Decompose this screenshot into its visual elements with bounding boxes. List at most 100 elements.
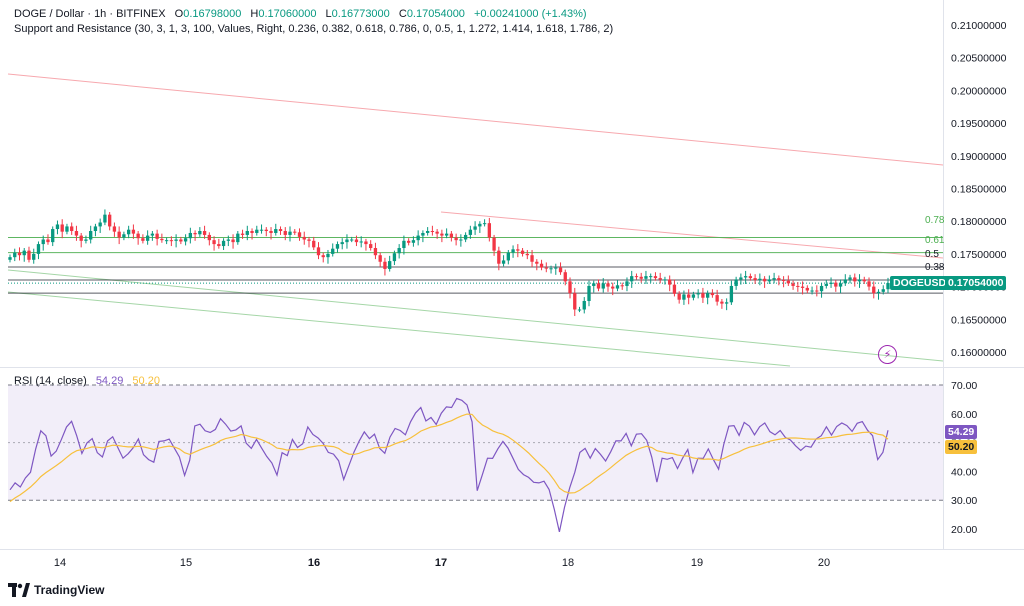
candle-body <box>634 276 639 278</box>
candle-body <box>245 231 249 235</box>
candle-body <box>459 239 463 241</box>
candle-body <box>482 223 487 225</box>
candle-body <box>122 234 126 238</box>
candle-body <box>164 240 169 242</box>
candle-body <box>274 229 278 233</box>
rsi-legend[interactable]: RSI (14, close) 54.29 50.20 <box>14 375 160 387</box>
price-tick-label: 0.18000000 <box>951 216 1007 228</box>
candle-body <box>786 280 790 284</box>
candle-body <box>520 250 525 254</box>
candle-body <box>321 255 325 258</box>
candle-body <box>335 244 340 249</box>
candle-body <box>720 301 724 304</box>
candle-body <box>649 276 653 278</box>
rsi-tick-label: 70.00 <box>951 380 977 392</box>
fib-label-078: 0.78 <box>925 215 945 226</box>
candle-body <box>231 239 235 243</box>
candle-body <box>625 281 629 286</box>
candle-body <box>758 278 762 281</box>
candle-body <box>378 255 382 262</box>
candle-body <box>145 235 150 241</box>
candle-body <box>691 294 696 298</box>
candle-body <box>639 276 643 279</box>
indicator-legend[interactable]: Support and Resistance (30, 3, 1, 3, 100… <box>14 23 614 35</box>
candle-body <box>687 294 691 298</box>
trend-line-green-upper <box>7 269 944 362</box>
candle-body <box>350 239 354 241</box>
candle-body <box>383 261 387 269</box>
candle-body <box>805 287 809 291</box>
candle-body <box>881 289 885 292</box>
trend-line-green-lower <box>7 291 791 367</box>
symbol-title[interactable]: DOGE / Dollar · 1h · BITFINEX <box>14 8 166 20</box>
candle-body <box>587 285 591 301</box>
candle-body <box>705 293 710 298</box>
candle-body <box>169 240 174 242</box>
candle-body <box>193 232 197 235</box>
candle-body <box>117 231 121 238</box>
candle-body <box>748 276 753 279</box>
candle-body <box>183 238 188 242</box>
price-tick-label: 0.21000000 <box>951 20 1007 32</box>
candle-body <box>463 234 468 240</box>
candle-body <box>487 223 492 238</box>
candle-body <box>596 283 601 289</box>
candle-body <box>843 279 847 284</box>
candle-body <box>701 293 705 298</box>
candle-body <box>198 231 202 235</box>
candle-body <box>74 231 79 236</box>
candle-body <box>369 244 373 249</box>
candle-body <box>79 235 83 241</box>
candle-body <box>724 302 729 304</box>
candle-body <box>278 229 283 232</box>
candle-body <box>36 244 41 254</box>
candle-body <box>767 279 772 282</box>
candle-body <box>682 294 686 300</box>
candle-body <box>444 233 449 236</box>
candle-body <box>65 226 69 232</box>
candle-body <box>729 285 734 303</box>
candle-body <box>715 295 719 302</box>
candle-body <box>857 279 862 282</box>
candle-body <box>8 257 12 260</box>
lightning-icon[interactable]: ⚡ <box>878 345 897 364</box>
time-tick-label: 17 <box>435 557 447 569</box>
candle-body <box>653 276 658 279</box>
candle-body <box>615 285 620 289</box>
rsi-tick-label: 30.00 <box>951 495 977 507</box>
price-tick-label: 0.17500000 <box>951 249 1007 261</box>
open-label: O <box>174 8 184 20</box>
candle-body <box>506 252 510 261</box>
candle-body <box>563 272 567 282</box>
candle-body <box>392 253 397 262</box>
candle-body <box>411 240 416 243</box>
candle-body <box>549 268 553 270</box>
candle-body <box>644 276 648 279</box>
candle-body <box>307 239 311 241</box>
candle-body <box>316 247 321 256</box>
legend-ohlc: DOGE / Dollar · 1h · BITFINEX O0.1679800… <box>14 8 587 20</box>
candle-body <box>568 281 572 294</box>
rsi-ma-line <box>9 413 889 503</box>
tradingview-logo[interactable]: TradingView <box>8 583 104 597</box>
candle-body <box>800 286 805 288</box>
candle-body <box>601 283 605 289</box>
candle-body <box>739 277 743 280</box>
candle-body <box>449 233 454 238</box>
rsi-label: RSI (14, close) <box>14 375 87 387</box>
candle-body <box>577 309 582 311</box>
candle-body <box>51 229 55 243</box>
candle-body <box>677 293 681 300</box>
candle-body <box>160 238 164 241</box>
last-price-tag: 0.17054000 <box>945 276 1007 290</box>
candle-body <box>331 248 335 254</box>
candle-body <box>126 229 131 235</box>
candle-body <box>359 241 363 243</box>
candle-body <box>283 231 287 235</box>
candle-body <box>539 263 544 268</box>
time-tick-label: 18 <box>562 557 574 569</box>
candle-body <box>743 276 748 278</box>
candle-body <box>255 229 259 233</box>
candle-body <box>872 286 876 294</box>
